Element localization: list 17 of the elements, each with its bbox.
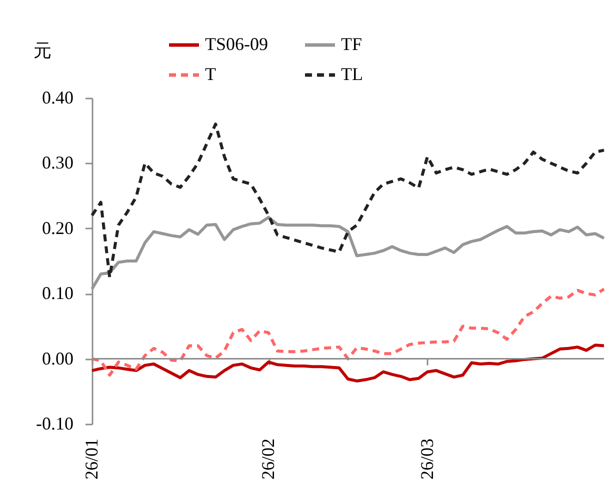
- x-tick-label: 26/03: [416, 438, 437, 480]
- line-series: [90, 344, 606, 382]
- y-tick-label: 0.30: [42, 152, 74, 173]
- legend-label: TF: [341, 34, 362, 54]
- line-series: [90, 288, 606, 377]
- legend-label: TL: [341, 64, 363, 84]
- x-tick-label: 26/01: [82, 438, 102, 480]
- y-tick-label: -0.10: [36, 414, 74, 434]
- legend-label: TS06-09: [205, 34, 268, 54]
- y-tick-label: 0.10: [42, 283, 74, 304]
- x-tick-label: 26/02: [258, 438, 278, 480]
- y-tick-label: 0.20: [42, 218, 74, 238]
- legend-label: T: [205, 64, 216, 84]
- line-series: [90, 122, 606, 279]
- y-tick-label: 0.00: [42, 348, 74, 368]
- y-axis-title: 元: [34, 40, 52, 60]
- y-tick-label: 0.40: [42, 88, 74, 108]
